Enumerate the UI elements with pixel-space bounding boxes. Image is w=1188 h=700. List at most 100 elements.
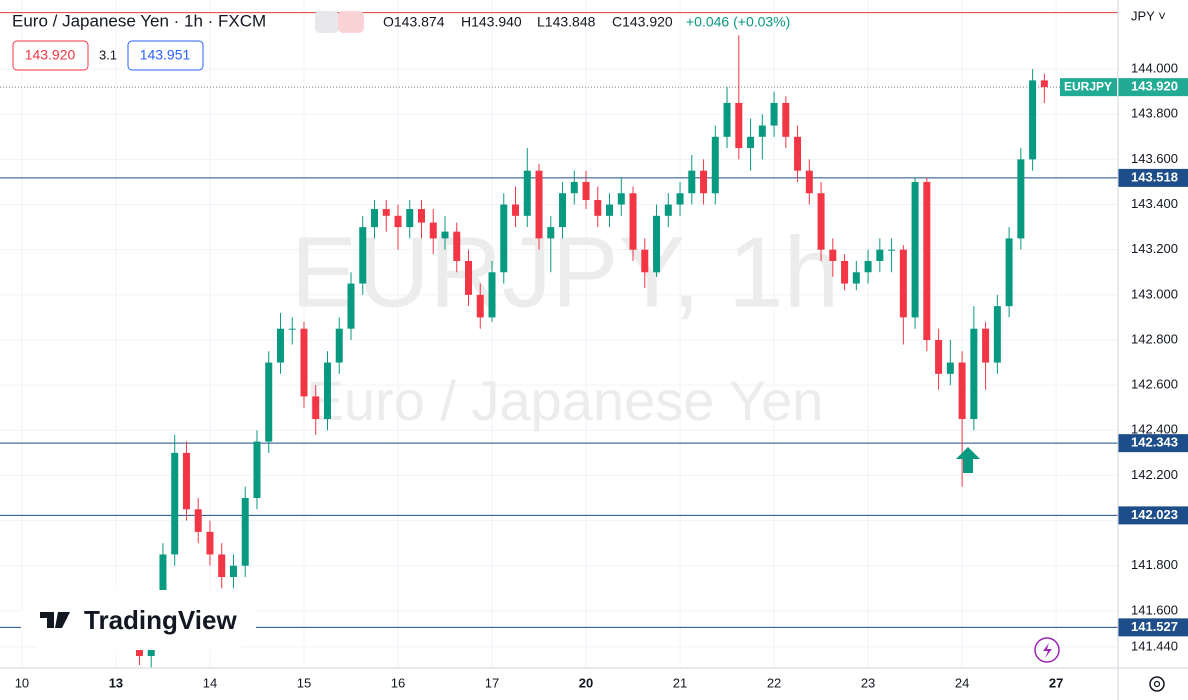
candle-body: [582, 181, 590, 201]
candle-body: [253, 441, 261, 499]
candle-body: [182, 452, 190, 510]
candle-body: [265, 362, 273, 442]
candle-body: [864, 260, 872, 273]
y-tick-label: 142.600: [1131, 377, 1178, 392]
spread: 3.1: [99, 47, 117, 62]
y-tick-label: 142.200: [1131, 467, 1178, 482]
candle-body: [229, 565, 237, 578]
level-label: 143.518: [1131, 169, 1178, 184]
logo-text: TradingView: [84, 605, 237, 635]
candle-body: [993, 306, 1001, 363]
candle-body: [688, 170, 696, 194]
candles: [135, 35, 1048, 668]
candle-body: [758, 125, 766, 137]
close: C143.920: [612, 14, 673, 30]
candle-body: [735, 102, 743, 149]
x-tick-label: 24: [955, 675, 969, 690]
candle-body: [829, 249, 837, 261]
y-tick-label: 144.000: [1131, 61, 1178, 76]
candle-body: [782, 102, 790, 137]
y-tick-label: 143.800: [1131, 106, 1178, 121]
candle-body: [723, 102, 731, 137]
logo-box: [20, 590, 257, 650]
candle-body: [323, 362, 331, 419]
plot-area: [0, 0, 1118, 668]
x-tick-label: 16: [391, 675, 405, 690]
candle-body: [711, 136, 719, 194]
indicator-pill[interactable]: [338, 11, 364, 33]
y-tick-label: 143.600: [1131, 151, 1178, 166]
overlay: 141.440141.600141.800142.000142.200142.4…: [15, 61, 1188, 690]
candle-body: [1029, 80, 1037, 160]
candle-body: [241, 498, 249, 566]
x-tick-label: 23: [861, 675, 875, 690]
y-tick-label: 141.800: [1131, 557, 1178, 572]
candle-body: [594, 200, 602, 216]
candle-body: [899, 249, 907, 318]
candle-body: [817, 193, 825, 250]
event-icon[interactable]: [1034, 637, 1060, 663]
candle-body: [159, 554, 167, 623]
candle-body: [288, 328, 296, 330]
level-label-box: [1118, 506, 1188, 525]
y-tick-label: 141.440: [1131, 638, 1178, 653]
candle-body: [970, 328, 978, 419]
level-label-box: [1118, 168, 1188, 187]
candle-body: [747, 136, 755, 149]
candle-body: [335, 328, 343, 363]
currency[interactable]: JPY ˅: [1131, 8, 1166, 23]
candle-body: [876, 249, 884, 261]
y-tick-label: 143.200: [1131, 241, 1178, 256]
candle-body: [570, 181, 578, 194]
candle-body: [171, 452, 179, 555]
candle-body: [606, 204, 614, 216]
y-tick-label: 141.600: [1131, 602, 1178, 617]
y-tick-label: 143.000: [1131, 286, 1178, 301]
level-label: 141.527: [1131, 619, 1178, 634]
candle-body: [441, 231, 449, 239]
candle-body: [888, 249, 896, 251]
candle-body: [664, 204, 672, 216]
indicator-pill[interactable]: [315, 11, 339, 33]
watermark: EURJPY, 1h Euro / Japanese Yen: [291, 216, 839, 431]
y-tick-label: 142.800: [1131, 331, 1178, 346]
sell-box[interactable]: [12, 40, 89, 71]
candle-body: [923, 181, 931, 340]
candle-body: [911, 181, 919, 318]
level-label-box: [1118, 434, 1188, 453]
level-label: 142.343: [1131, 435, 1178, 450]
x-tick-label: 21: [673, 675, 687, 690]
candle-body: [641, 249, 649, 273]
candle-body: [653, 215, 661, 273]
change: +0.046 (+0.03%): [686, 14, 790, 30]
candle-body: [935, 339, 943, 374]
candle-body: [382, 209, 390, 216]
settings-icon-center: [1153, 680, 1161, 688]
x-tick-label: 20: [579, 675, 593, 690]
candle-body: [218, 554, 226, 578]
x-tick-label: 15: [297, 675, 311, 690]
buy-price: 143.951: [140, 47, 191, 63]
high: H143.940: [461, 14, 522, 30]
candle-body: [394, 215, 402, 228]
candle-body: [852, 272, 860, 284]
x-tick-label: 27: [1049, 675, 1063, 690]
candle-body: [194, 509, 202, 532]
candle-body: [276, 328, 284, 363]
candle-body: [500, 204, 508, 273]
buy-box[interactable]: [127, 40, 204, 71]
candle-body: [676, 193, 684, 205]
y-tick-label: 142.400: [1131, 422, 1178, 437]
candle-body: [406, 209, 414, 228]
candle-body: [617, 193, 625, 205]
candle-body: [488, 272, 496, 318]
low: L143.848: [537, 14, 596, 30]
candle-body: [535, 170, 543, 239]
candle-body: [794, 136, 802, 171]
candle-body: [559, 193, 567, 228]
x-tick-label: 22: [767, 675, 781, 690]
candle-body: [1017, 159, 1025, 239]
symbol-label: EURJPY: [1064, 79, 1112, 93]
settings-icon[interactable]: [1149, 676, 1165, 692]
